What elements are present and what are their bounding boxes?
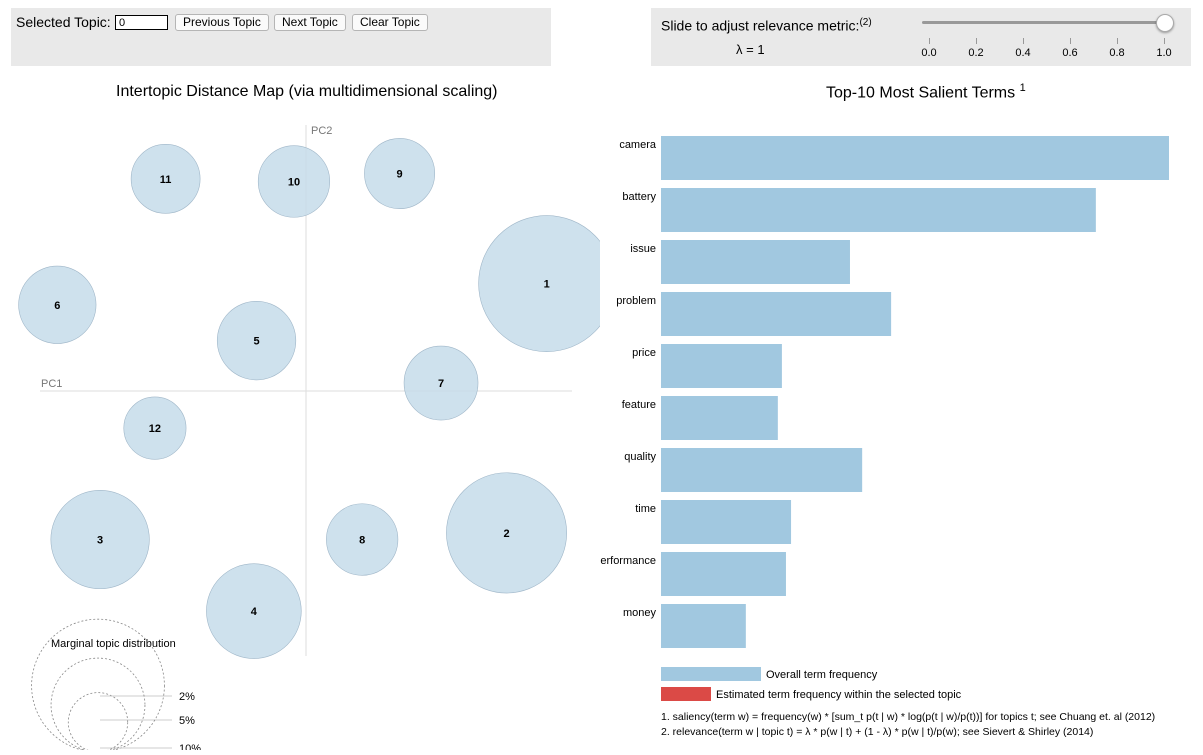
topic-bubble-label: 9 bbox=[397, 169, 403, 181]
term-label-time: time bbox=[635, 503, 656, 515]
relevance-slider-track[interactable] bbox=[922, 21, 1162, 24]
topic-bubble-label: 7 bbox=[438, 378, 444, 390]
salient-terms-bar-chart: camera battery issue problem price feature qua… bbox=[600, 136, 1169, 738]
topic-bubble-6[interactable] bbox=[18, 265, 97, 344]
term-label-quality: quality bbox=[624, 451, 656, 463]
relevance-slider-thumb[interactable] bbox=[1156, 14, 1174, 32]
slider-tick bbox=[1023, 38, 1024, 44]
term-label-price: price bbox=[632, 347, 656, 359]
topic-bubble-10[interactable] bbox=[257, 145, 331, 218]
legend-size-label: 5% bbox=[179, 715, 195, 727]
slider-tick-label: 0.8 bbox=[1109, 47, 1125, 59]
term-bar-problem[interactable] bbox=[661, 292, 892, 336]
previous-topic-button[interactable]: Previous Topic bbox=[175, 14, 269, 31]
clear-topic-button[interactable]: Clear Topic bbox=[352, 14, 428, 31]
term-bar-money[interactable] bbox=[661, 604, 746, 648]
slider-tick bbox=[976, 38, 977, 44]
legend-size-circle bbox=[67, 692, 129, 750]
term-bar-performance[interactable] bbox=[661, 552, 786, 596]
term-bars: camera battery issue problem price feature qua… bbox=[600, 136, 1169, 648]
term-bar-time[interactable] bbox=[661, 500, 792, 544]
relevance-slider-label: Slide to adjust relevance metric:(2) bbox=[661, 17, 872, 34]
slider-tick-label: 0.2 bbox=[968, 47, 984, 59]
topic-bubble-label: 12 bbox=[149, 423, 161, 435]
topic-bubble-2[interactable] bbox=[446, 472, 567, 594]
lambda-value-text: λ = 1 bbox=[736, 42, 765, 57]
slider-tick-label: 1.0 bbox=[1156, 47, 1172, 59]
term-label-issue: issue bbox=[630, 243, 656, 255]
topic-bubble-7[interactable] bbox=[403, 345, 479, 421]
selected-topic-label: Selected Topic: bbox=[16, 14, 111, 30]
marginal-distribution-title: Marginal topic distribution bbox=[51, 638, 176, 650]
relevance-footnote-ref: (2) bbox=[859, 17, 872, 28]
term-bar-issue[interactable] bbox=[661, 240, 850, 284]
intertopic-map-title: Intertopic Distance Map (via multidimens… bbox=[116, 83, 498, 100]
slider-tick-label: 0.6 bbox=[1062, 47, 1078, 59]
topic-bubble-11[interactable] bbox=[130, 144, 201, 214]
topic-bubble-label: 3 bbox=[97, 535, 103, 547]
pc2-axis-label: PC2 bbox=[311, 125, 332, 137]
topic-bubble-label: 11 bbox=[160, 174, 172, 186]
topic-bubble-5[interactable] bbox=[216, 301, 297, 381]
next-topic-button[interactable]: Next Topic bbox=[274, 14, 346, 31]
legend-size-circle bbox=[50, 657, 146, 750]
term-label-problem: problem bbox=[616, 295, 656, 307]
legend-size-circle bbox=[31, 618, 165, 750]
term-label-feature: feature bbox=[622, 399, 656, 411]
topic-bubble-label: 8 bbox=[359, 535, 365, 547]
topic-bubble-12[interactable] bbox=[123, 396, 187, 460]
legend-size-label: 10% bbox=[179, 743, 201, 750]
salient-terms-title: Top-10 Most Salient Terms 1 bbox=[826, 82, 1026, 102]
topic-bubble-label: 10 bbox=[288, 176, 300, 188]
marginal-distribution-legend: 2% 5% 10% bbox=[31, 618, 201, 750]
slider-tick bbox=[1070, 38, 1071, 44]
term-bar-feature[interactable] bbox=[661, 396, 778, 440]
slider-tick bbox=[1117, 38, 1118, 44]
slider-tick-label: 0.4 bbox=[1015, 47, 1031, 59]
topic-bubble-label: 4 bbox=[251, 606, 258, 618]
salient-terms-footnote-ref: 1 bbox=[1019, 82, 1026, 94]
saliency-footnote: 1. saliency(term w) = frequency(w) * [su… bbox=[661, 711, 1155, 723]
relevance-footnote: 2. relevance(term w | topic t) = λ * p(w… bbox=[661, 726, 1093, 738]
topic-bubble-label: 5 bbox=[253, 336, 259, 348]
term-bar-quality[interactable] bbox=[661, 448, 863, 492]
relevance-control-panel: Slide to adjust relevance metric:(2) λ =… bbox=[651, 8, 1191, 66]
topic-bubble-label: 6 bbox=[54, 300, 60, 312]
topic-bubble-8[interactable] bbox=[326, 503, 399, 576]
legend-overall-label: Overall term frequency bbox=[766, 669, 878, 681]
slider-tick bbox=[1164, 38, 1165, 44]
topic-bubble-1[interactable] bbox=[478, 215, 600, 352]
legend-size-label: 2% bbox=[179, 691, 195, 703]
term-label-camera: camera bbox=[619, 139, 657, 151]
term-bar-camera[interactable] bbox=[661, 136, 1169, 180]
topic-bubble-3[interactable] bbox=[50, 489, 150, 590]
topic-bubble-9[interactable] bbox=[364, 138, 436, 209]
pc1-axis-label: PC1 bbox=[41, 378, 62, 390]
slider-tick-label: 0.0 bbox=[921, 47, 937, 59]
topic-bubble-label: 1 bbox=[544, 279, 550, 291]
term-bar-price[interactable] bbox=[661, 344, 782, 388]
legend-overall-swatch bbox=[661, 667, 761, 681]
topic-bubble-label: 2 bbox=[503, 528, 509, 540]
legend-selected-swatch bbox=[661, 687, 711, 701]
selected-topic-input[interactable] bbox=[115, 15, 168, 30]
topic-control-panel: Selected Topic: Previous Topic Next Topi… bbox=[11, 8, 551, 66]
topic-bubble-4[interactable] bbox=[206, 563, 302, 659]
term-label-battery: battery bbox=[622, 191, 656, 203]
term-label-performance: performance bbox=[600, 555, 656, 567]
legend-selected-label: Estimated term frequency within the sele… bbox=[716, 689, 962, 701]
term-bar-battery[interactable] bbox=[661, 188, 1096, 232]
term-label-money: money bbox=[623, 607, 657, 619]
slider-tick bbox=[929, 38, 930, 44]
